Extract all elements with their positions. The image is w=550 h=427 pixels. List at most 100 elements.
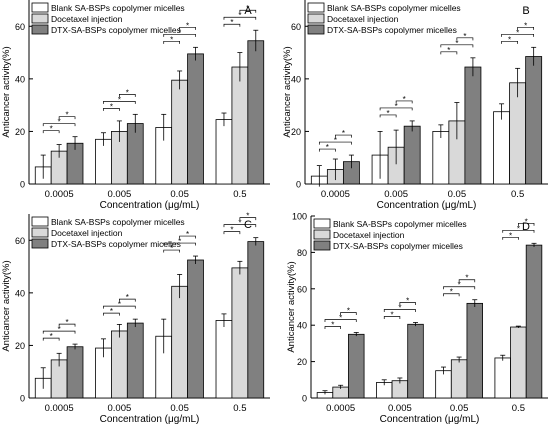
significance-star: * (447, 46, 450, 55)
bar-blank-micelles (494, 357, 511, 399)
significance-star: * (398, 303, 401, 312)
significance-bracket (340, 312, 357, 315)
panel-letter: B (522, 5, 529, 17)
significance-bracket (443, 286, 476, 290)
significance-star: * (403, 95, 406, 104)
bar-docetaxel-injection (509, 82, 527, 185)
significance-star: * (110, 307, 113, 316)
significance-star: * (230, 18, 233, 27)
x-tick-label: 0.05 (448, 189, 467, 200)
legend-label: DTX-SA-BSPs copolymer micelles (51, 239, 181, 249)
significance-bracket (103, 107, 120, 111)
panel-c: 0 20 40 60 Anticancer activity(%) Concentrati… (1, 212, 270, 425)
significance-bracket (443, 293, 460, 297)
x-tick-label: 0.0005 (45, 189, 74, 200)
legend-label: Docetaxel injection (51, 14, 123, 24)
y-tick-label: 60 (291, 22, 301, 32)
significance-bracket (239, 9, 257, 13)
significance-bracket (163, 33, 196, 37)
significance-bracket (324, 326, 341, 329)
significance-bracket (223, 23, 241, 27)
bar-dtx-micelles (247, 40, 265, 185)
bar-blank-micelles (215, 320, 233, 399)
significance-star: * (455, 39, 458, 48)
bar-dtx-micelles (525, 244, 543, 399)
y-tick-label: 0 (20, 180, 25, 190)
significance-star: * (465, 274, 468, 283)
legend-swatch (31, 216, 49, 227)
legend-swatch (307, 13, 325, 24)
bar-blank-micelles (215, 119, 233, 185)
significance-star: * (66, 111, 69, 120)
significance-star: * (170, 35, 173, 44)
significance-bracket (58, 323, 76, 327)
significance-bracket (58, 116, 76, 120)
significance-bracket (42, 130, 60, 134)
significance-star: * (450, 288, 453, 297)
significance-bracket (383, 309, 416, 312)
significance-bracket (502, 236, 519, 240)
bar-blank-micelles (432, 131, 450, 185)
significance-bracket (324, 319, 357, 322)
significance-bracket (502, 229, 535, 233)
legend-label: Blank SA-BSPs copolymer micelles (327, 3, 461, 13)
y-axis-label: Anticancer activity(%) (286, 261, 297, 352)
significance-bracket (119, 298, 136, 302)
legend-swatch (31, 24, 49, 35)
bar-blank-micelles (435, 370, 452, 399)
significance-bracket (103, 100, 136, 104)
y-tick-label: 20 (291, 127, 301, 137)
panel-b: 0 20 40 60 Anticancer activity(%) Concentrati… (282, 0, 548, 211)
x-tick-label: 0.05 (450, 403, 469, 414)
significance-star: * (524, 21, 527, 30)
significance-bracket (335, 134, 352, 138)
significance-bracket (103, 305, 136, 309)
bar-dtx-micelles (525, 56, 543, 185)
bar-blank-micelles (95, 138, 112, 185)
legend-label: Blank SA-BSPs copolymer micelles (333, 219, 467, 229)
y-tick-label: 40 (291, 74, 301, 84)
bar-docetaxel-injection (111, 330, 128, 399)
y-tick-label: 80 (297, 248, 307, 258)
significance-bracket (395, 100, 413, 104)
significance-star: * (326, 143, 329, 152)
significance-star: * (525, 217, 528, 226)
x-tick-label: 0.005 (388, 403, 412, 414)
legend-swatch (313, 218, 331, 229)
x-axis-label: Concentration (μg/mL) (380, 414, 480, 425)
y-tick-label: 60 (297, 284, 307, 294)
significance-bracket (518, 222, 535, 226)
bar-docetaxel-injection (171, 285, 188, 399)
significance-star: * (395, 102, 398, 111)
significance-bracket (399, 302, 416, 305)
y-tick-label: 60 (15, 22, 25, 32)
significance-star: * (517, 224, 520, 233)
panel-a: 0 20 40 60 Anticancer activity(%) Concentrati… (1, 0, 270, 211)
x-tick-label: 0.5 (233, 403, 246, 414)
bar-dtx-micelles (403, 125, 421, 185)
legend-swatch (31, 227, 49, 238)
significance-bracket (440, 44, 474, 48)
x-axis-label: Concentration (μg/mL) (377, 200, 477, 211)
x-tick-label: 0.0005 (326, 403, 355, 414)
significance-star: * (126, 88, 129, 97)
bar-dtx-micelles (247, 241, 265, 399)
significance-star: * (186, 21, 189, 30)
bar-docetaxel-injection (231, 267, 249, 399)
legend-swatch (313, 240, 331, 251)
x-tick-label: 0.0005 (321, 189, 350, 200)
bar-dtx-micelles (126, 322, 144, 399)
significance-star: * (110, 102, 113, 111)
significance-bracket (501, 40, 518, 44)
y-tick-label: 20 (15, 127, 25, 137)
significance-bracket (379, 114, 397, 118)
legend-label: DTX-SA-BSPs copolymer micelles (51, 25, 181, 35)
significance-star: * (458, 281, 461, 290)
bar-dtx-micelles (66, 346, 84, 399)
bar-docetaxel-injection (450, 359, 468, 399)
significance-star: * (334, 136, 337, 145)
significance-bracket (42, 123, 76, 127)
significance-star: * (508, 35, 511, 44)
significance-star: * (186, 230, 189, 239)
